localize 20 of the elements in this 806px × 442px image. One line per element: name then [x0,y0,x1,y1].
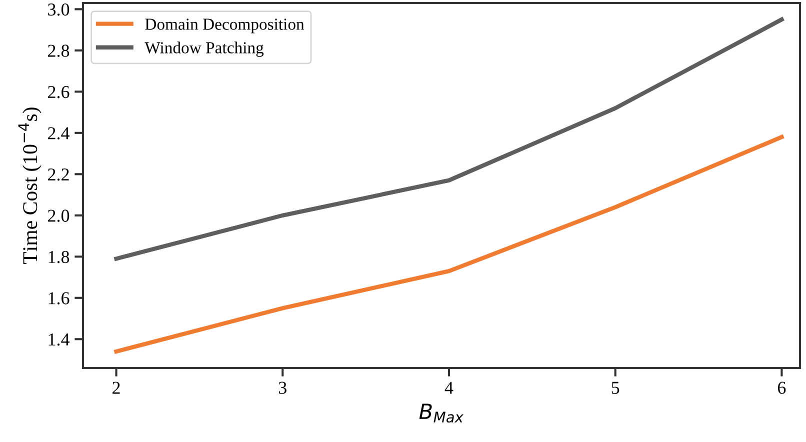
y-tick-label: 2.8 [48,44,70,57]
legend-label: Domain Decomposition [145,18,304,34]
y-tick-label: 2.4 [48,127,70,140]
x-tick-label: 3 [278,382,286,394]
y-tick-label: 3.0 [48,3,70,16]
line-series [114,17,784,261]
x-tick-label: 2 [112,382,120,394]
x-tick-label: 4 [444,382,454,394]
y-tick-label: 1.4 [48,333,70,346]
y-tick-label: 2.6 [48,86,70,98]
y-tick-label: 2.0 [48,210,70,222]
x-axis-title: B$_{Max}$ [419,404,464,423]
legend-label: Window Patching [144,42,264,57]
y-axis-title: Time Cost (10$^{−4}$s) [18,108,42,264]
y-tick-label: 1.8 [48,250,70,264]
x-tick-label: 6 [778,382,786,394]
x-tick-label: 5 [612,382,620,394]
y-tick-label: 2.2 [48,168,69,181]
line-series [114,134,784,354]
y-tick-label: 1.6 [48,292,70,304]
